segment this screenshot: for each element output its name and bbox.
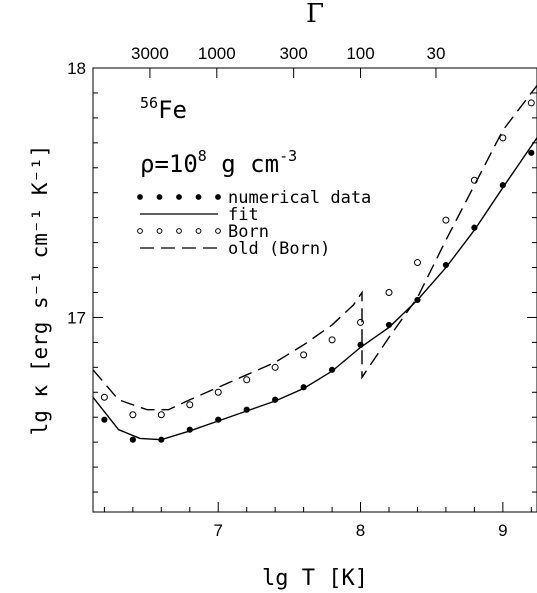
plot-frame [92,67,537,513]
legend-label: Born [228,222,269,242]
legend-marker [195,194,202,200]
data-point-filled [129,436,136,443]
top-tick-label: 300 [279,44,307,63]
series-layer [92,85,537,443]
legend-marker [215,228,221,234]
ticks [93,67,537,512]
density-prefix: ρ=10 [140,150,198,178]
series-line-solid [92,137,537,441]
data-point-filled [101,416,108,423]
annotation-density: ρ=108 g cm-3 [140,147,297,178]
top-tick-label: 3000 [131,44,169,63]
legend-marker [156,194,163,200]
y-tick-label: 18 [67,59,86,78]
legend-label: numerical data [228,188,371,208]
legend-label: old (Born) [228,239,330,259]
data-point-open [328,336,336,344]
legend-marker [176,194,182,200]
x-tick-label: 8 [356,521,365,540]
top-tick-label: 1000 [198,44,236,63]
y-axis-label: lg κ [erg s⁻¹ cm⁻¹ K⁻¹] [28,145,52,436]
x-tick-label: 7 [213,521,222,540]
legend-marker [137,194,143,200]
tick-labels: 7 8 9 17 18 3000 1000 300 100 30 [67,44,508,540]
data-point-open [527,99,535,107]
data-point-open [157,411,165,419]
series-line-dashed [92,85,537,411]
data-point-filled [528,149,535,156]
y-tick-label: 17 [67,308,86,327]
legend-marker [156,228,163,234]
data-point-open [271,363,279,371]
density-unit-exponent: -3 [279,147,297,165]
data-point-open [100,393,108,401]
top-tick-label: 100 [346,44,374,63]
top-tick-label: 30 [427,44,446,63]
data-point-open [499,134,507,142]
legend-marker [137,228,143,234]
legend-marker [176,228,182,234]
annotation-element: 56Fe [140,94,187,124]
x-tick-label: 9 [498,521,507,540]
data-point-open [385,288,393,296]
data-point-open [214,388,222,396]
top-axis-label: Γ [306,0,324,29]
density-unit: g cm [207,150,279,178]
legend-label: fit [228,205,259,225]
data-point-open [413,259,421,267]
data-point-open [186,401,194,409]
density-exponent: 8 [198,147,207,165]
x-axis-label: lg T [K] [262,566,368,591]
data-point-open [442,216,450,224]
legend-marker [215,194,221,200]
data-point-open [300,351,308,359]
data-point-open [243,376,251,384]
element-mass-number: 56 [140,94,158,112]
legend-marker [195,228,202,234]
element-symbol: Fe [158,96,187,124]
data-point-open [129,411,137,419]
